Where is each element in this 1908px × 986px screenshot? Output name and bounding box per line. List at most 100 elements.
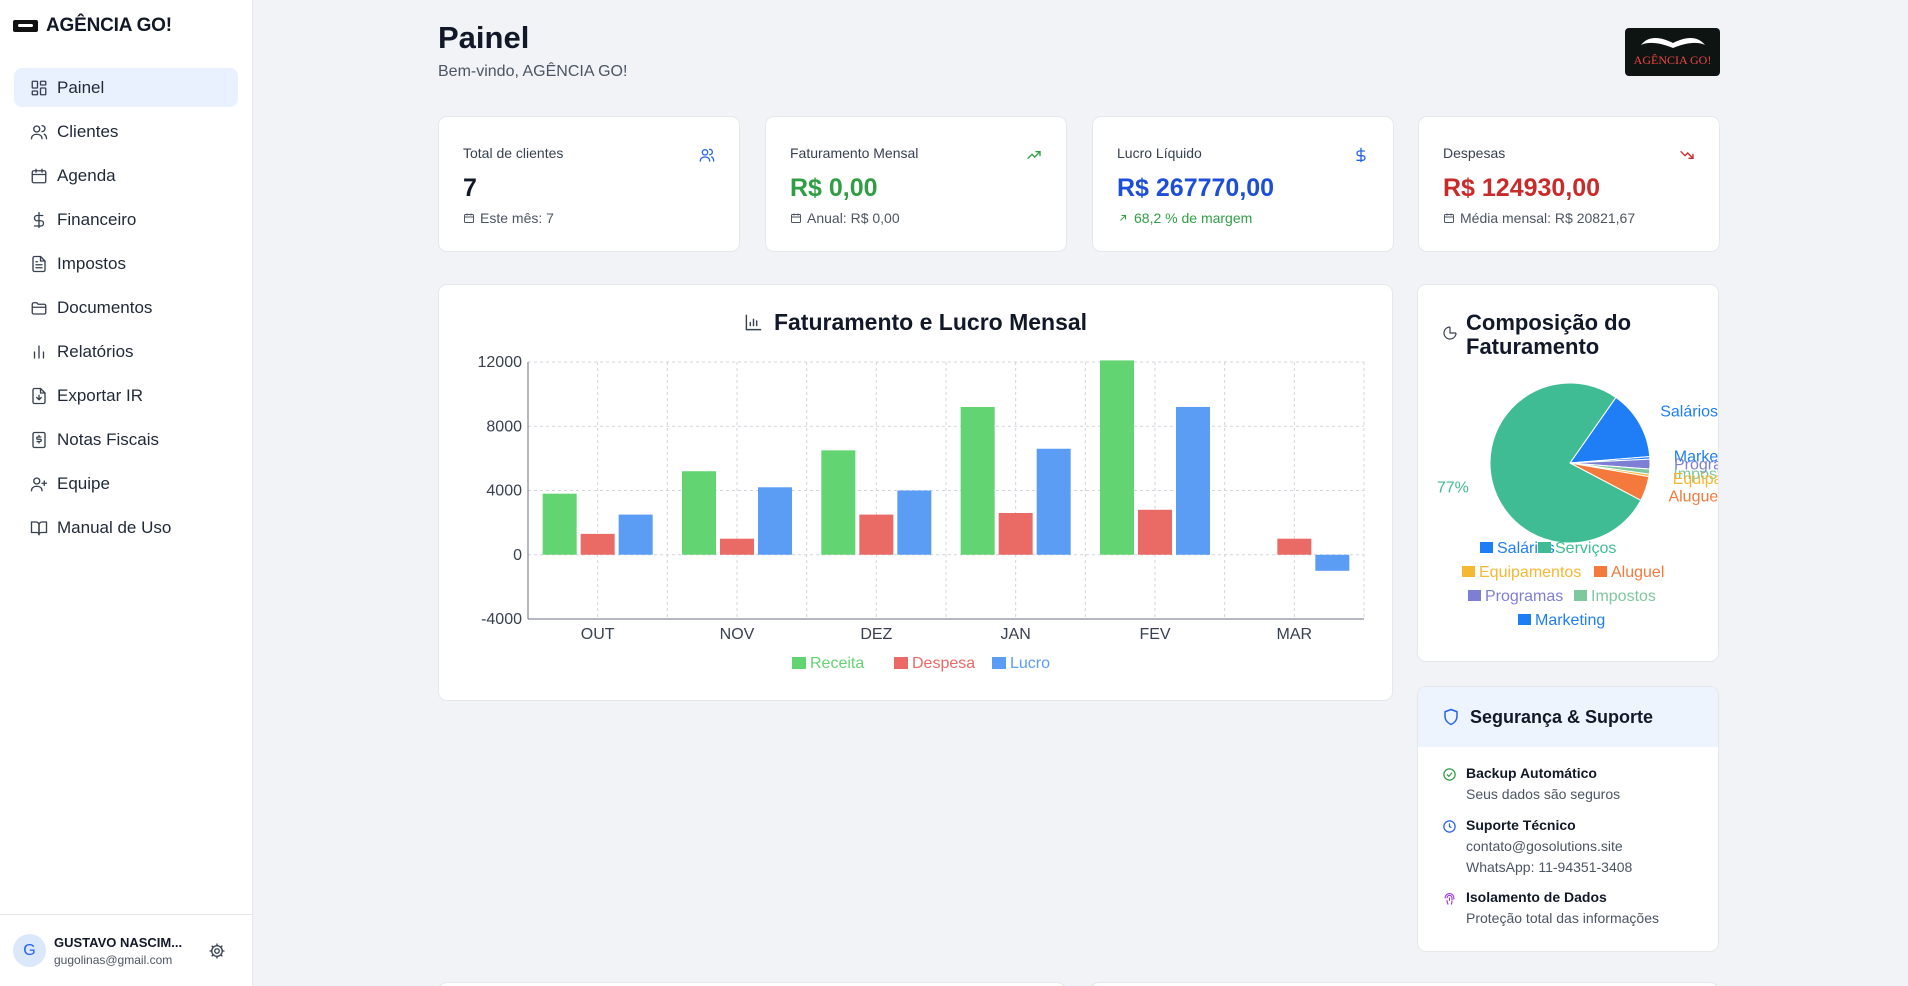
avatar: G bbox=[13, 934, 46, 967]
stat-subtext: Este mês: 7 bbox=[463, 210, 554, 226]
pie-slice bbox=[1568, 396, 1651, 464]
bar-receita bbox=[542, 493, 577, 555]
y-tick-label: -4000 bbox=[481, 611, 522, 628]
brand[interactable]: AGÊNCIA GO! bbox=[0, 0, 252, 52]
sidebar-item-relatórios[interactable]: Relatórios bbox=[14, 332, 238, 371]
gear-icon[interactable] bbox=[208, 942, 226, 960]
pie-slice-label: Programas bbox=[1674, 456, 1719, 473]
stat-subtext-value: 68,2 % de margem bbox=[1134, 210, 1253, 226]
sidebar-item-clientes[interactable]: Clientes bbox=[14, 112, 238, 151]
stat-label: Faturamento Mensal bbox=[790, 145, 919, 161]
legend-swatch bbox=[1480, 542, 1493, 553]
sidebar-item-label: Impostos bbox=[57, 253, 126, 273]
security-item-title: Isolamento de Dados bbox=[1466, 889, 1607, 905]
sidebar-item-label: Equipe bbox=[57, 473, 110, 493]
stat-value: R$ 124930,00 bbox=[1443, 174, 1601, 202]
x-tick-label: OUT bbox=[581, 626, 615, 643]
x-tick-label: MAR bbox=[1277, 626, 1313, 643]
sidebar-item-equipe[interactable]: Equipe bbox=[14, 464, 238, 503]
stat-subtext-value: Anual: R$ 0,00 bbox=[807, 210, 900, 226]
sidebar-item-label: Exportar IR bbox=[57, 385, 143, 405]
legend-label: Marketing bbox=[1535, 612, 1605, 629]
brand-logo-icon bbox=[13, 20, 38, 32]
stat-label: Lucro Líquido bbox=[1117, 145, 1202, 161]
sidebar: AGÊNCIA GO! Painel Clientes Agenda Financei… bbox=[0, 0, 253, 986]
bar-chart-card: Faturamento e Lucro Mensal 12000 8000 4000… bbox=[438, 284, 1393, 701]
sidebar-item-impostos[interactable]: Impostos bbox=[14, 244, 238, 283]
security-item-title: Suporte Técnico bbox=[1466, 817, 1576, 833]
pie-chart-card: Composição do Faturamento Salários Market… bbox=[1417, 284, 1719, 662]
sidebar-item-agenda[interactable]: Agenda bbox=[14, 156, 238, 195]
stat-card: Lucro Líquido R$ 267770,00 68,2 % de marge… bbox=[1092, 116, 1394, 252]
sidebar-item-label: Clientes bbox=[57, 121, 119, 141]
page-subtitle: Bem-vindo, AGÊNCIA GO! bbox=[438, 63, 628, 80]
bar-chart-title: Faturamento e Lucro Mensal bbox=[439, 309, 1392, 336]
support-whatsapp[interactable]: WhatsApp: 11-94351-3408 bbox=[1466, 859, 1633, 875]
sidebar-item-exportar-ir[interactable]: Exportar IR bbox=[14, 376, 238, 415]
y-tick-label: 12000 bbox=[478, 354, 523, 371]
legend-label: Lucro bbox=[1010, 655, 1050, 672]
security-support-card: Segurança & Suporte Backup Automático Se… bbox=[1417, 686, 1719, 952]
pie-slice-label: Equipamentos bbox=[1673, 471, 1719, 488]
x-tick-label: DEZ bbox=[860, 626, 892, 643]
document-icon bbox=[32, 255, 46, 272]
bar-chart-title-text: Faturamento e Lucro Mensal bbox=[773, 309, 1088, 335]
sidebar-item-notas-fiscais[interactable]: Notas Fiscais bbox=[14, 420, 238, 459]
x-tick-label: FEV bbox=[1139, 626, 1170, 643]
sidebar-item-financeiro[interactable]: Financeiro bbox=[14, 200, 238, 239]
stat-subtext-value: Este mês: 7 bbox=[480, 210, 554, 226]
stat-value: R$ 267770,00 bbox=[1117, 174, 1275, 202]
legend-label: Impostos bbox=[1591, 588, 1656, 605]
sidebar-item-painel[interactable]: Painel bbox=[14, 68, 238, 107]
y-tick-label: 8000 bbox=[486, 418, 522, 435]
bottom-card-left bbox=[438, 982, 1066, 986]
company-logo: AGÊNCIA GO! bbox=[1625, 28, 1720, 76]
clock-icon bbox=[1443, 820, 1456, 833]
sidebar-item-documentos[interactable]: Documentos bbox=[14, 288, 238, 327]
calendar-small-icon bbox=[1444, 213, 1454, 223]
bar-lucro bbox=[758, 487, 792, 555]
security-header: Segurança & Suporte bbox=[1418, 687, 1718, 747]
stat-card: Faturamento Mensal R$ 0,00 Anual: R$ 0,00 bbox=[765, 116, 1067, 252]
bar-chart-icon bbox=[33, 344, 45, 359]
security-item-desc: Seus dados são seguros bbox=[1466, 786, 1621, 802]
legend-swatch bbox=[1468, 590, 1481, 601]
sidebar-item-label: Manual de Uso bbox=[57, 517, 172, 537]
pie-slice-label: Aluguel bbox=[1668, 489, 1719, 506]
legend-swatch bbox=[1594, 566, 1607, 577]
user-plus-icon bbox=[30, 476, 48, 491]
support-email[interactable]: contato@gosolutions.site bbox=[1466, 838, 1623, 854]
sidebar-item-label: Relatórios bbox=[57, 341, 134, 361]
logo-text: AGÊNCIA GO! bbox=[1633, 53, 1712, 67]
pie-chart-icon bbox=[1443, 326, 1457, 340]
stat-value: 7 bbox=[463, 174, 477, 202]
security-title: Segurança & Suporte bbox=[1470, 706, 1654, 727]
stat-subtext-value: Média mensal: R$ 20821,67 bbox=[1460, 210, 1636, 226]
pie-chart: SaláriosMarketingProgramasImpostosEquipa… bbox=[1437, 382, 1719, 629]
user-email: gugolinas@gmail.com bbox=[54, 952, 173, 967]
book-icon bbox=[30, 520, 48, 535]
stat-label: Despesas bbox=[1443, 145, 1506, 161]
calendar-small-icon bbox=[791, 213, 801, 223]
dollar-icon bbox=[33, 211, 45, 228]
sidebar-item-manual-de-uso[interactable]: Manual de Uso bbox=[14, 508, 238, 547]
trending-up-icon bbox=[1027, 151, 1041, 159]
bar-chart: 12000 8000 4000 0 -4000 OUT NOV DEZ JAN FEV MAR Rec… bbox=[478, 354, 1365, 672]
legend-label: Receita bbox=[810, 655, 864, 672]
user-profile[interactable]: G GUSTAVO NASCIM... gugolinas@gmail.com bbox=[0, 914, 252, 986]
shield-icon bbox=[1444, 708, 1458, 726]
bar-lucro bbox=[618, 514, 653, 555]
sidebar-nav: Painel Clientes Agenda Financeiro Impostos Do… bbox=[0, 52, 252, 547]
users-icon bbox=[699, 148, 715, 162]
y-tick-label: 4000 bbox=[486, 483, 522, 500]
security-item-support: Suporte Técnico contato@gosolutions.site… bbox=[1442, 817, 1632, 875]
dashboard-icon bbox=[31, 80, 47, 95]
mustache-logo-icon bbox=[1641, 38, 1705, 48]
calendar-icon bbox=[31, 168, 47, 183]
sidebar-item-label: Documentos bbox=[57, 297, 153, 317]
stat-value: R$ 0,00 bbox=[790, 174, 878, 202]
legend-label: Equipamentos bbox=[1479, 564, 1581, 581]
legend-swatch bbox=[894, 657, 908, 669]
dollar-icon bbox=[1356, 147, 1366, 163]
stat-subtext: Média mensal: R$ 20821,67 bbox=[1443, 210, 1635, 226]
